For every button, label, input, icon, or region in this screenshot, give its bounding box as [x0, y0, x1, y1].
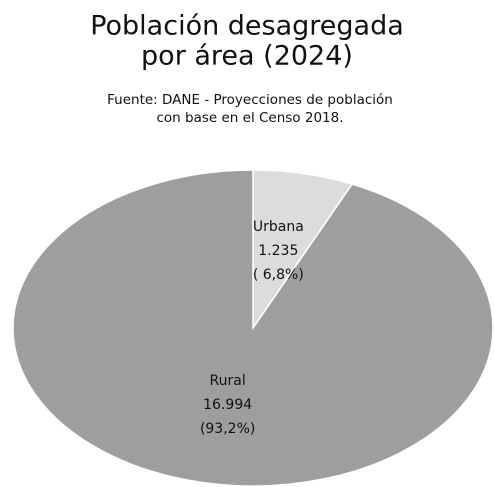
slice-percent: (93,2%) [200, 421, 255, 437]
slice-value: 1.235 [258, 243, 298, 259]
chart-subtitle: con base en el Censo 2018. [156, 110, 343, 126]
chart-subtitle: Fuente: DANE - Proyecciones de población [107, 92, 393, 108]
slice-percent: ( 6,8%) [253, 267, 304, 283]
chart-title: por área (2024) [141, 41, 353, 72]
chart-title: Población desagregada [90, 11, 404, 42]
slice-label: Urbana [253, 219, 304, 235]
slice-label: Rural [210, 373, 246, 389]
slice-value: 16.994 [203, 397, 252, 413]
pie-slice [12, 169, 494, 487]
